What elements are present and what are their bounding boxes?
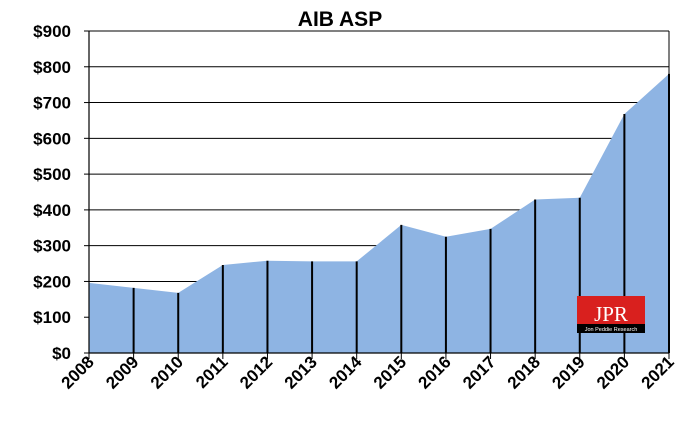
y-tick-label: $800 [33,58,71,77]
x-tick-label: 2009 [102,352,142,392]
y-tick-label: $600 [33,129,71,148]
chart-title: AIB ASP [298,8,382,31]
x-tick-label: 2017 [459,352,499,392]
y-tick-label: $500 [33,165,71,184]
y-tick-label: $100 [33,308,71,327]
x-tick-label: 2015 [370,352,410,392]
x-tick-label: 2021 [638,352,678,392]
logo-sub-text: Jon Peddie Research [585,327,638,333]
y-tick-label: $0 [52,344,71,363]
y-tick-label: $900 [33,22,71,41]
logo-main-text: JPR [594,302,628,326]
x-tick-label: 2011 [192,352,232,392]
x-tick-label: 2013 [281,352,321,392]
x-tick-label: 2019 [548,352,588,392]
x-tick-label: 2016 [415,352,455,392]
x-tick-label: 2018 [504,352,544,392]
axes [88,31,670,354]
x-tick-label: 2020 [593,352,633,392]
y-axis-ticks: $0 $100 $200 $300 $400 $500 $600 $700 $800 $900 [33,22,89,363]
x-axis-ticks: 2008 2009 2010 2011 2012 2013 2014 2015 2016 2017… [58,352,678,393]
y-tick-label: $400 [33,201,71,220]
x-tick-label: 2010 [147,352,187,392]
grid-lines [89,30,669,318]
area-series [89,73,669,353]
logo-strip [577,324,645,333]
y-tick-label: $200 [33,272,71,291]
x-tick-label: 2014 [325,352,366,393]
y-tick-label: $300 [33,237,71,256]
x-tick-label: 2012 [236,352,276,392]
y-tick-label: $700 [33,94,71,113]
jpr-logo: JPR Jon Peddie Research [577,296,645,333]
